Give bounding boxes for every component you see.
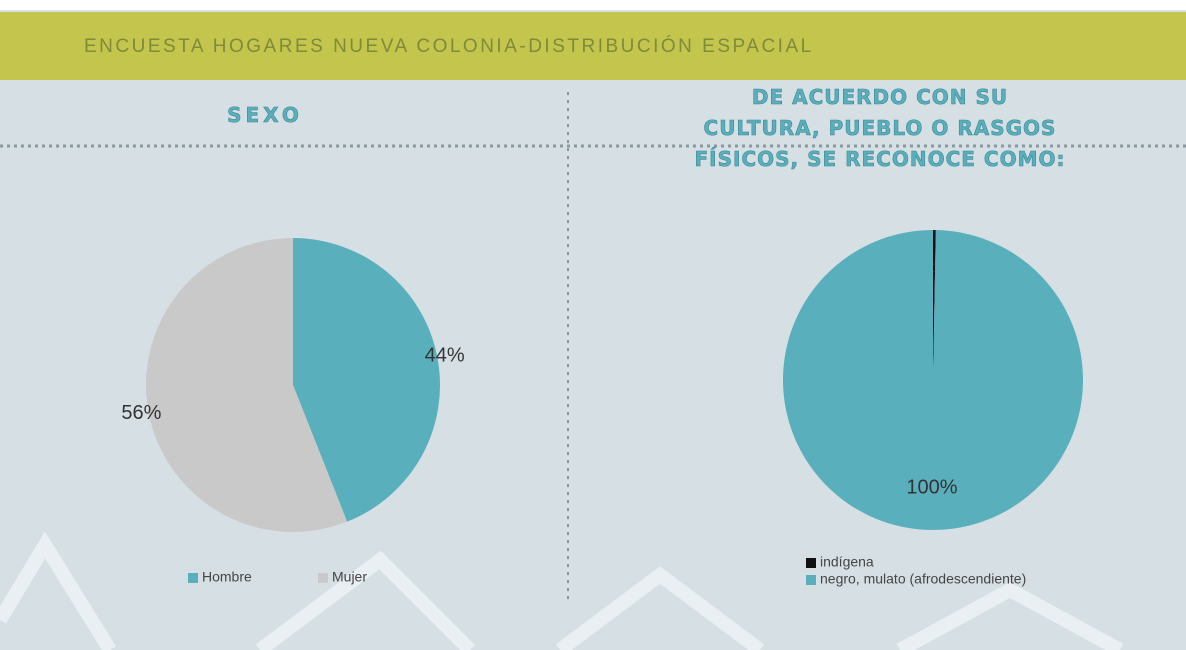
- pie-slice: [145, 238, 348, 532]
- legend-swatch: [806, 558, 816, 568]
- section-title: DE ACUERDO CON SU CULTURA, PUEBLO O RASG…: [694, 85, 1066, 172]
- legend-label: negro, mulato (afrodescendiente): [820, 571, 1026, 587]
- data-label: 56%: [121, 402, 161, 424]
- pie-slice: [933, 230, 936, 380]
- legend-swatch: [318, 573, 328, 583]
- legend-swatch: [806, 575, 816, 585]
- pie-slice: [783, 230, 1084, 530]
- pie-slice: [293, 238, 440, 522]
- data-label: 44%: [425, 344, 465, 366]
- legend-label: Hombre: [202, 569, 252, 585]
- header-title: ENCUESTA HOGARES NUEVA COLONIA-DISTRIBUC…: [84, 35, 814, 57]
- section-title: SEXO: [227, 103, 303, 128]
- data-label: 100%: [906, 476, 957, 498]
- header-band: [0, 12, 1186, 80]
- legend-label: Mujer: [332, 569, 367, 585]
- legend-label: indígena: [820, 554, 874, 570]
- legend-swatch: [188, 573, 198, 583]
- top-strip: [0, 0, 1186, 10]
- decoration: [0, 531, 1124, 650]
